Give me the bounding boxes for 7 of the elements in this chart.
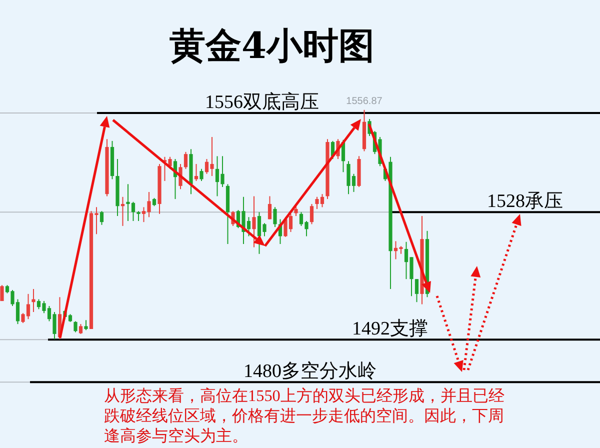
text: 黄金4小时图: [169, 25, 375, 67]
ref-line-label: 1480多空分水岭: [244, 360, 376, 382]
annotation: 从形态来看，高位在1550上方的双头已经形成，并且已经跌破经线位区域，价格有进一步走低的空间。因此，下周逢高参与空头为主。: [104, 386, 506, 446]
ref-line-label: 1492支撑: [352, 318, 428, 340]
ref-line-label: 1528承压: [487, 191, 563, 212]
annotation: 1556.87: [346, 96, 383, 107]
ref-line-label: 1556双底高压: [205, 90, 319, 113]
